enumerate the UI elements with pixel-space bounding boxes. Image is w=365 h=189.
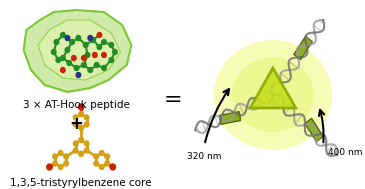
Circle shape	[88, 36, 93, 40]
Circle shape	[64, 154, 68, 159]
Bar	[305, 118, 323, 142]
Circle shape	[58, 164, 63, 170]
Ellipse shape	[232, 57, 314, 132]
Circle shape	[73, 122, 78, 127]
Circle shape	[72, 56, 76, 60]
Circle shape	[88, 67, 93, 73]
Circle shape	[95, 63, 99, 67]
Circle shape	[61, 67, 65, 73]
Circle shape	[56, 57, 61, 63]
Circle shape	[84, 115, 89, 120]
Circle shape	[67, 60, 72, 66]
Polygon shape	[38, 20, 120, 80]
Circle shape	[76, 73, 81, 77]
Circle shape	[70, 40, 74, 44]
Circle shape	[109, 43, 114, 47]
Circle shape	[91, 37, 95, 43]
Circle shape	[74, 66, 79, 70]
Circle shape	[61, 56, 65, 60]
Circle shape	[78, 104, 84, 110]
Circle shape	[94, 161, 99, 166]
Circle shape	[93, 53, 97, 57]
Circle shape	[113, 50, 117, 54]
Circle shape	[102, 40, 106, 44]
Circle shape	[105, 161, 110, 166]
Circle shape	[79, 152, 84, 156]
Circle shape	[97, 44, 102, 50]
Circle shape	[84, 43, 88, 47]
Circle shape	[84, 122, 89, 127]
Circle shape	[82, 63, 86, 67]
Circle shape	[79, 112, 84, 116]
Circle shape	[110, 164, 115, 170]
Polygon shape	[24, 10, 131, 92]
Text: =: =	[163, 90, 182, 110]
Circle shape	[94, 154, 99, 159]
Text: 3 × AT-Hook peptide: 3 × AT-Hook peptide	[23, 100, 130, 110]
Circle shape	[84, 148, 89, 153]
Circle shape	[79, 125, 84, 130]
Circle shape	[99, 164, 104, 170]
Circle shape	[53, 161, 57, 166]
Ellipse shape	[214, 40, 332, 150]
Text: +: +	[70, 115, 84, 133]
Circle shape	[102, 53, 106, 57]
Text: 400 nm: 400 nm	[328, 148, 362, 157]
Bar	[294, 36, 312, 60]
Text: 1,3,5-tristyrylbenzene core: 1,3,5-tristyrylbenzene core	[10, 178, 152, 188]
Circle shape	[58, 150, 63, 156]
Circle shape	[47, 164, 52, 170]
Circle shape	[73, 141, 78, 146]
Circle shape	[73, 148, 78, 153]
Circle shape	[82, 56, 86, 60]
Circle shape	[64, 161, 68, 166]
Circle shape	[99, 150, 104, 156]
Circle shape	[85, 53, 90, 57]
Circle shape	[73, 115, 78, 120]
Circle shape	[65, 47, 70, 53]
Circle shape	[65, 36, 70, 40]
Circle shape	[51, 50, 56, 54]
Polygon shape	[250, 68, 296, 108]
Circle shape	[84, 141, 89, 146]
Circle shape	[76, 36, 81, 40]
Circle shape	[102, 66, 106, 70]
Circle shape	[97, 33, 102, 37]
Circle shape	[105, 154, 110, 159]
Circle shape	[53, 154, 57, 159]
Bar	[219, 112, 241, 124]
Circle shape	[109, 57, 114, 63]
Text: 320 nm: 320 nm	[187, 152, 222, 161]
Circle shape	[79, 138, 84, 143]
Circle shape	[61, 33, 65, 37]
Circle shape	[54, 40, 59, 44]
